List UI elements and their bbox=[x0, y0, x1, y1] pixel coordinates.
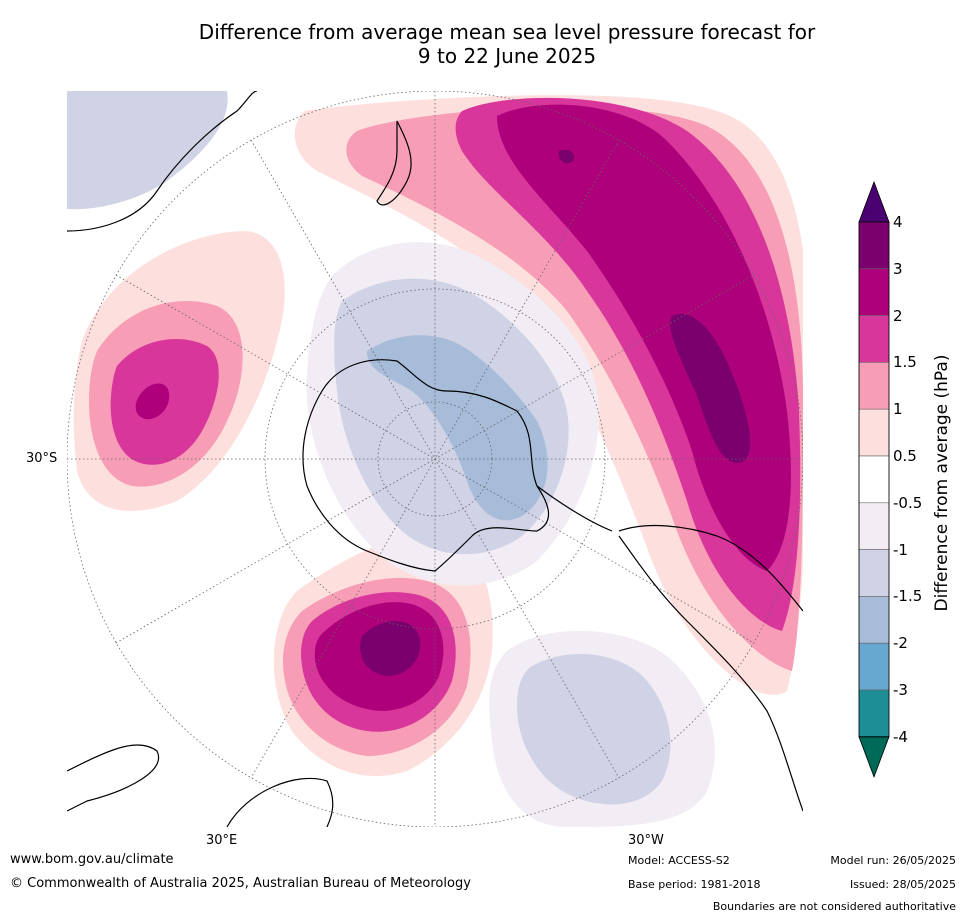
colorbar-outline bbox=[858, 221, 890, 738]
colorbar-segment bbox=[858, 502, 890, 550]
base-period: Base period: 1981-2018 bbox=[628, 878, 761, 891]
colorbar-tick-label: 3 bbox=[893, 259, 903, 278]
colorbar bbox=[858, 180, 890, 778]
colorbar-tick-label: -1.5 bbox=[893, 587, 923, 606]
antarctica-coast bbox=[302, 359, 550, 572]
antarctic-peninsula bbox=[536, 485, 613, 532]
new-zealand-coast bbox=[376, 120, 412, 206]
colorbar-segment bbox=[858, 596, 890, 644]
colorbar-segment bbox=[858, 268, 890, 316]
australia-coast bbox=[67, 91, 258, 232]
indian-ocean-high-anomaly bbox=[73, 231, 285, 511]
colorbar-segment bbox=[858, 408, 890, 457]
colorbar-segment bbox=[858, 362, 890, 410]
pacific-high-anomaly bbox=[294, 95, 803, 695]
colorbar-segment bbox=[858, 315, 890, 363]
colorbar-tick-label: -3 bbox=[893, 681, 908, 699]
issued-date: Issued: 28/05/2025 bbox=[849, 878, 956, 891]
colorbar-segment bbox=[858, 455, 890, 504]
map-title-line1: Difference from average mean sea level p… bbox=[198, 20, 816, 44]
colorbar-under-arrow bbox=[858, 736, 890, 778]
colorbar-tick-label: -2 bbox=[893, 634, 908, 653]
colorbar-segment bbox=[858, 549, 890, 597]
colorbar-tick-label: -1 bbox=[893, 540, 908, 559]
map-panel bbox=[67, 91, 803, 827]
colorbar-tick-label: 2 bbox=[893, 306, 903, 325]
colorbar-over-arrow bbox=[858, 180, 890, 223]
colorbar-tick-label: -4 bbox=[893, 727, 908, 746]
atlantic-high-anomaly bbox=[273, 531, 493, 777]
longitude-label-east: 30°E bbox=[206, 833, 238, 848]
colorbar-segment bbox=[858, 642, 890, 691]
south-america-west-coast bbox=[618, 535, 803, 812]
graticule bbox=[67, 91, 803, 827]
colorbar-tick-label: 0.5 bbox=[893, 447, 917, 465]
antarctic-low-anomaly bbox=[306, 242, 599, 586]
colorbar-segment bbox=[858, 221, 890, 270]
copyright-notice: © Commonwealth of Australia 2025, Austra… bbox=[10, 876, 471, 891]
south-america-coast bbox=[618, 524, 803, 612]
model-name: Model: ACCESS-S2 bbox=[628, 854, 730, 867]
colorbar-tick-label: -0.5 bbox=[893, 493, 923, 512]
africa-coast bbox=[67, 744, 160, 812]
latitude-label: 30°S bbox=[26, 451, 58, 466]
colorbar-tick-label: 1 bbox=[893, 400, 903, 419]
coastlines bbox=[67, 91, 803, 827]
colorbar-tick-label: 1.5 bbox=[893, 353, 917, 372]
colorbar-tick-label: 4 bbox=[893, 213, 903, 231]
boundary-disclaimer: Boundaries are not considered authoritat… bbox=[712, 900, 956, 913]
model-run-date: Model run: 26/05/2025 bbox=[830, 854, 956, 867]
southeast-pacific-low-anomaly bbox=[489, 630, 715, 827]
website-url: www.bom.gov.au/climate bbox=[10, 852, 174, 867]
longitude-label-west: 30°W bbox=[628, 833, 664, 848]
northwest-low-anomaly bbox=[67, 91, 228, 210]
map-title: Difference from average mean sea level p… bbox=[0, 20, 965, 68]
map-canvas bbox=[67, 91, 803, 827]
colorbar-title: Difference from average (hPa) bbox=[932, 354, 952, 612]
colorbar-segment bbox=[858, 689, 890, 738]
africa-south-coast bbox=[226, 777, 334, 827]
map-title-line2: 9 to 22 June 2025 bbox=[417, 44, 597, 68]
